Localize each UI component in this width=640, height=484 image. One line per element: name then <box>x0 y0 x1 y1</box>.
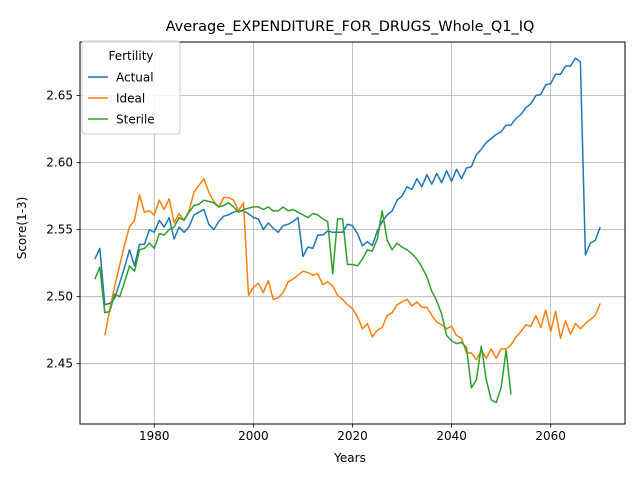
legend-label-actual: Actual <box>116 71 154 85</box>
legend-box <box>81 40 181 135</box>
y-tick-label: 2.65 <box>46 89 73 103</box>
x-tick-label: 2020 <box>337 429 368 443</box>
series-line-sterile <box>94 199 512 404</box>
legend-label-ideal: Ideal <box>116 92 145 106</box>
x-tick-label: 2000 <box>238 429 269 443</box>
x-tick-label: 2060 <box>535 429 566 443</box>
legend-title: Fertility <box>108 49 153 63</box>
x-axis-label: Years <box>333 451 366 465</box>
y-tick-label: 2.60 <box>46 156 73 170</box>
x-axis-ticks: 1980 2000 2020 2040 2060 <box>139 424 566 443</box>
chart-title: Average_EXPENDITURE_FOR_DRUGS_Whole_Q1_I… <box>166 19 535 35</box>
y-tick-label: 2.50 <box>46 290 73 304</box>
grid <box>80 42 625 424</box>
y-tick-label: 2.45 <box>46 357 73 371</box>
y-axis-label: Score(1-3) <box>15 197 29 260</box>
series-line-actual <box>94 57 601 306</box>
series-lines <box>94 57 601 404</box>
legend-entries: Actual Ideal Sterile <box>88 71 155 127</box>
legend-label-sterile: Sterile <box>116 113 155 127</box>
y-tick-label: 2.55 <box>46 223 73 237</box>
x-tick-label: 1980 <box>139 429 170 443</box>
legend: Fertility Actual Ideal Sterile <box>81 40 181 135</box>
x-tick-label: 2040 <box>436 429 467 443</box>
y-axis-ticks: 2.45 2.50 2.55 2.60 2.65 <box>46 89 80 371</box>
